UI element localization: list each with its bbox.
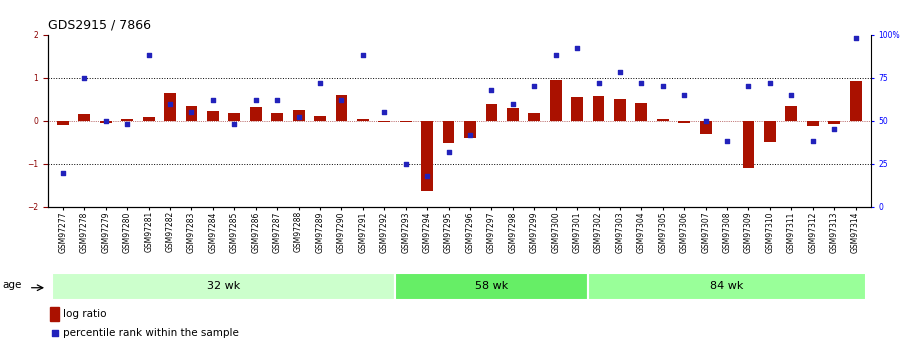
Point (591, 80, 605, 86)
Point (677, 92, 691, 98)
Bar (100, 121, 111, 123)
Point (56, 170, 71, 175)
Bar (850, 81, 862, 121)
Point (699, 118, 713, 124)
Point (613, 70, 627, 75)
Point (120, 121, 135, 127)
Bar (593, 96, 605, 121)
Bar (786, 106, 797, 121)
Point (462, 132, 477, 137)
Text: percentile rank within the sample: percentile rank within the sample (63, 328, 239, 338)
Bar (272, 113, 283, 121)
Bar (679, 121, 691, 123)
Text: 32 wk: 32 wk (207, 282, 240, 291)
Bar (357, 119, 368, 121)
Bar (378, 121, 390, 122)
Bar (828, 121, 840, 124)
Point (47, 331, 62, 336)
Point (270, 97, 284, 103)
Bar (507, 108, 519, 121)
Text: 58 wk: 58 wk (475, 282, 508, 291)
Bar (395, 273, 588, 300)
Point (506, 101, 520, 106)
Point (655, 83, 670, 89)
Point (442, 149, 456, 155)
Point (249, 97, 263, 103)
Point (291, 115, 306, 120)
Bar (400, 121, 412, 122)
Bar (550, 80, 562, 121)
Point (205, 97, 220, 103)
Point (398, 161, 413, 167)
Bar (485, 104, 498, 121)
Bar (700, 121, 711, 134)
Point (741, 83, 756, 89)
Bar (51, 307, 60, 321)
Point (313, 80, 328, 86)
Point (163, 101, 177, 106)
Bar (121, 119, 133, 121)
Bar (764, 121, 776, 142)
Bar (657, 119, 669, 121)
Point (334, 97, 348, 103)
Bar (571, 97, 583, 121)
Bar (186, 106, 197, 121)
Bar (529, 113, 540, 121)
Bar (250, 107, 262, 121)
Text: log ratio: log ratio (63, 309, 107, 319)
Bar (588, 273, 866, 300)
Point (99, 118, 113, 124)
Bar (464, 121, 476, 138)
Point (763, 80, 777, 86)
Bar (57, 121, 69, 125)
Bar (164, 93, 176, 121)
Point (227, 121, 242, 127)
Point (805, 139, 820, 144)
Bar (228, 113, 240, 121)
Point (185, 109, 199, 115)
Bar (52, 273, 395, 300)
Bar (292, 110, 304, 121)
Bar (79, 114, 91, 121)
Text: GDS2915 / 7866: GDS2915 / 7866 (48, 19, 151, 32)
Bar (421, 121, 433, 190)
Point (848, 35, 862, 41)
Text: age: age (3, 280, 22, 290)
Point (141, 52, 156, 58)
Bar (336, 95, 348, 121)
Point (356, 52, 370, 58)
Point (784, 92, 798, 98)
Point (77, 75, 91, 80)
Point (377, 109, 392, 115)
Point (527, 83, 541, 89)
Bar (314, 116, 326, 121)
Point (484, 87, 499, 92)
Bar (207, 111, 219, 121)
Point (634, 80, 649, 86)
Text: 84 wk: 84 wk (710, 282, 744, 291)
Point (420, 173, 434, 179)
Bar (807, 121, 819, 126)
Bar (143, 117, 155, 121)
Bar (443, 121, 454, 143)
Bar (635, 103, 647, 121)
Point (719, 139, 734, 144)
Bar (614, 99, 626, 121)
Point (548, 52, 563, 58)
Point (827, 127, 842, 132)
Point (570, 46, 585, 51)
Bar (743, 121, 755, 168)
